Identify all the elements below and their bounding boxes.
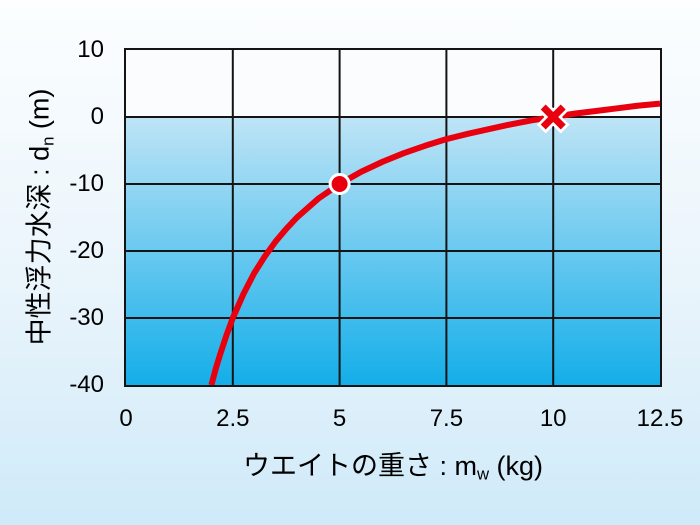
x-tick-label: 0 [119,405,133,432]
circle-marker [328,173,351,195]
y-tick-label: 10 [77,36,104,63]
cross-marker [540,104,566,130]
y-tick-label: -30 [69,304,104,331]
data-curve [208,100,660,385]
x-axis-title-subscript: w [476,464,490,484]
y-tick-label: -10 [69,170,104,197]
x-axis-title-units: (kg) [489,451,544,481]
plot-svg [126,50,660,385]
y-tick-label: -40 [69,371,104,398]
x-axis-title-text: ウエイトの重さ : m [242,451,477,481]
x-tick-label: 12.5 [636,405,684,432]
y-tick-label: -20 [69,237,104,264]
y-axis-title-subscript: n [38,136,58,146]
x-tick-label: 7.5 [429,405,464,432]
x-tick-label: 2.5 [216,405,250,432]
x-tick-label: 5 [332,405,347,432]
y-tick-label: 0 [90,103,104,130]
plot-area [126,50,660,385]
x-axis-title: ウエイトの重さ : mw (kg) [126,444,660,485]
x-tick-label: 10 [539,405,567,432]
